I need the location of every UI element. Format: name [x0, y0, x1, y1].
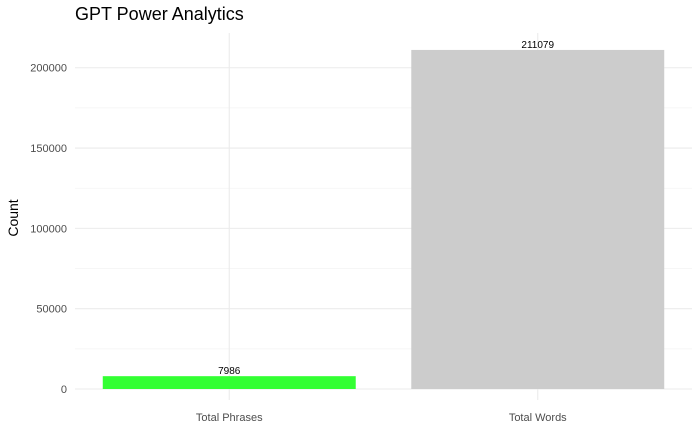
axes: 0 50000 100000 150000 200000 Total Phrases Tot… [30, 63, 567, 424]
chart-title: GPT Power Analytics [75, 4, 244, 24]
data-labels: 7986 211079 [218, 40, 554, 377]
y-tick-label: 150000 [30, 143, 67, 155]
x-tick-label: Total Phrases [196, 412, 263, 424]
x-tick-label: Total Words [509, 412, 567, 424]
bar-total-words [411, 49, 665, 390]
y-tick-label: 50000 [36, 304, 67, 316]
bars [102, 49, 665, 390]
bar-value-label: 211079 [521, 40, 554, 51]
y-tick-label: 100000 [30, 223, 67, 235]
y-tick-label: 200000 [30, 63, 67, 75]
y-axis-title: Count [5, 199, 21, 236]
bar-value-label: 7986 [218, 366, 241, 377]
bar-total-phrases [102, 376, 356, 389]
y-tick-label: 0 [61, 384, 67, 396]
